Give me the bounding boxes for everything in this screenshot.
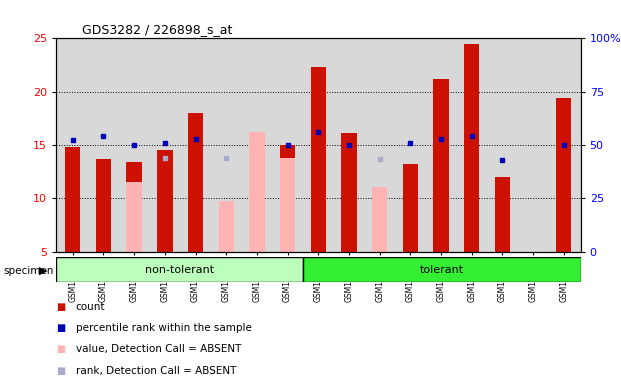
Text: percentile rank within the sample: percentile rank within the sample — [76, 323, 252, 333]
Bar — [372, 187, 388, 252]
Text: ■: ■ — [56, 323, 65, 333]
Bar — [249, 132, 265, 252]
Bar — [56, 257, 303, 282]
Bar — [433, 79, 449, 252]
Bar — [96, 159, 111, 252]
Bar — [303, 257, 581, 282]
Text: specimen: specimen — [3, 266, 53, 276]
Bar — [127, 182, 142, 252]
Bar — [464, 44, 479, 252]
Text: non-tolerant: non-tolerant — [145, 265, 214, 275]
Bar — [188, 113, 203, 252]
Text: ■: ■ — [56, 344, 65, 354]
Text: ▶: ▶ — [39, 266, 48, 276]
Text: ■: ■ — [56, 366, 65, 376]
Bar — [495, 177, 510, 252]
Text: GDS3282 / 226898_s_at: GDS3282 / 226898_s_at — [82, 23, 232, 36]
Text: count: count — [76, 302, 106, 312]
Bar — [157, 150, 173, 252]
Bar — [556, 98, 571, 252]
Bar — [280, 158, 295, 252]
Text: ■: ■ — [56, 302, 65, 312]
Text: value, Detection Call = ABSENT: value, Detection Call = ABSENT — [76, 344, 241, 354]
Bar — [127, 162, 142, 252]
Bar — [219, 202, 234, 252]
Bar — [342, 133, 356, 252]
Text: tolerant: tolerant — [420, 265, 464, 275]
Bar — [310, 67, 326, 252]
Text: rank, Detection Call = ABSENT: rank, Detection Call = ABSENT — [76, 366, 236, 376]
Bar — [280, 145, 295, 252]
Bar — [65, 147, 81, 252]
Bar — [402, 164, 418, 252]
